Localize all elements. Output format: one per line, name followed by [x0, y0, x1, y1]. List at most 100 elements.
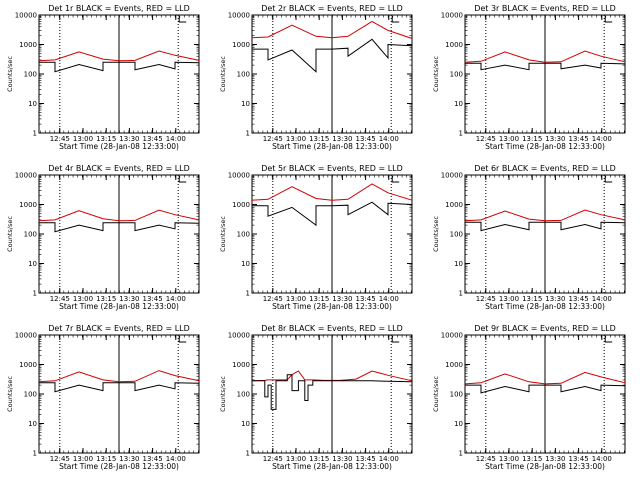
- y-tick-label: 1: [246, 450, 250, 458]
- series-lld-red: [251, 183, 413, 201]
- y-tick-label: 1: [33, 450, 37, 458]
- y-tick-label: 1000: [19, 361, 37, 369]
- corner-marker: [391, 176, 400, 183]
- x-tick-label: 13:15: [96, 135, 116, 143]
- y-tick-label: 100: [24, 391, 37, 399]
- x-tick-label: 13:30: [119, 135, 139, 143]
- x-tick-label: 12:45: [50, 295, 70, 303]
- x-tick-label: 13:45: [356, 455, 376, 463]
- x-tick-label: 13:15: [309, 295, 329, 303]
- y-axis-label: Counts/sec: [219, 56, 227, 92]
- y-tick-label: 1000: [445, 201, 463, 209]
- y-axis-label: Counts/sec: [219, 216, 227, 252]
- series-lld-red: [38, 209, 200, 222]
- y-tick-label: 10000: [441, 12, 463, 20]
- x-axis-label: Start Time (28-Jan-08 12:33:00): [272, 462, 392, 471]
- x-tick-label: 13:00: [73, 295, 93, 303]
- x-tick-label: 13:45: [569, 295, 589, 303]
- x-tick-label: 13:00: [499, 135, 519, 143]
- y-tick-label: 1: [459, 290, 463, 298]
- x-tick-label: 12:45: [476, 135, 496, 143]
- y-tick-label: 100: [237, 231, 250, 239]
- x-tick-label: 13:45: [356, 295, 376, 303]
- x-tick-label: 13:30: [332, 295, 352, 303]
- y-tick-label: 10: [454, 260, 463, 268]
- y-tick-label: 100: [450, 231, 463, 239]
- x-axis-label: Start Time (28-Jan-08 12:33:00): [485, 302, 605, 311]
- y-tick-label: 1000: [19, 41, 37, 49]
- series-lld-red: [464, 209, 626, 222]
- x-axis-label: Start Time (28-Jan-08 12:33:00): [59, 142, 179, 151]
- panel-title: Det 1r BLACK = Events, RED = LLD: [48, 4, 190, 13]
- corner-marker: [178, 336, 187, 343]
- x-tick-label: 13:15: [522, 295, 542, 303]
- x-tick-label: 12:45: [263, 295, 283, 303]
- series-events-black: [465, 384, 626, 394]
- y-tick-label: 1000: [445, 41, 463, 49]
- panel-title: Det 6r BLACK = Events, RED = LLD: [474, 164, 616, 173]
- series-events-black: [465, 62, 626, 71]
- x-tick-label: 13:45: [143, 295, 163, 303]
- panel-title: Det 5r BLACK = Events, RED = LLD: [261, 164, 403, 173]
- y-tick-label: 1000: [232, 201, 250, 209]
- panel-det-5: Det 5r BLACK = Events, RED = LLD Counts/s…: [219, 164, 413, 311]
- x-tick-label: 14:00: [166, 455, 186, 463]
- x-axis-label: Start Time (28-Jan-08 12:33:00): [485, 142, 605, 151]
- y-tick-label: 1000: [232, 361, 250, 369]
- corner-marker: [391, 336, 400, 343]
- x-tick-label: 13:45: [569, 455, 589, 463]
- y-tick-label: 10: [241, 100, 250, 108]
- x-tick-label: 13:30: [545, 455, 565, 463]
- x-tick-label: 13:15: [522, 135, 542, 143]
- x-tick-label: 13:30: [119, 295, 139, 303]
- x-tick-label: 13:45: [569, 135, 589, 143]
- y-tick-label: 100: [450, 391, 463, 399]
- y-tick-label: 10: [241, 420, 250, 428]
- x-tick-label: 13:15: [522, 455, 542, 463]
- panel-det-4: Det 4r BLACK = Events, RED = LLD Counts/s…: [6, 164, 200, 311]
- x-tick-label: 13:30: [119, 455, 139, 463]
- y-tick-label: 1000: [232, 41, 250, 49]
- x-axis-label: Start Time (28-Jan-08 12:33:00): [59, 462, 179, 471]
- corner-marker: [604, 176, 613, 183]
- y-tick-label: 10000: [15, 332, 37, 340]
- y-tick-label: 10000: [15, 12, 37, 20]
- x-tick-label: 13:00: [286, 295, 306, 303]
- panel-det-6: Det 6r BLACK = Events, RED = LLD Counts/s…: [432, 164, 626, 311]
- x-tick-label: 13:00: [286, 135, 306, 143]
- series-events-black: [252, 38, 413, 73]
- x-tick-label: 13:00: [286, 455, 306, 463]
- x-tick-label: 13:00: [73, 135, 93, 143]
- y-tick-label: 10000: [228, 172, 250, 180]
- x-axis-label: Start Time (28-Jan-08 12:33:00): [59, 302, 179, 311]
- panel-title: Det 8r BLACK = Events, RED = LLD: [261, 324, 403, 333]
- x-tick-label: 12:45: [476, 455, 496, 463]
- series-lld-red: [251, 370, 413, 382]
- x-tick-label: 13:30: [545, 295, 565, 303]
- y-tick-label: 10: [28, 420, 37, 428]
- series-lld-red: [251, 20, 413, 39]
- y-axis-label: Counts/sec: [432, 216, 440, 252]
- x-axis-label: Start Time (28-Jan-08 12:33:00): [485, 462, 605, 471]
- y-tick-label: 1: [246, 130, 250, 138]
- x-tick-label: 12:45: [476, 295, 496, 303]
- corner-marker: [604, 336, 613, 343]
- y-tick-label: 10000: [441, 172, 463, 180]
- x-tick-label: 14:00: [379, 455, 399, 463]
- y-tick-label: 1: [246, 290, 250, 298]
- x-tick-label: 14:00: [379, 295, 399, 303]
- series-lld-red: [464, 371, 626, 385]
- y-tick-label: 100: [24, 71, 37, 79]
- y-tick-label: 100: [24, 231, 37, 239]
- y-axis-label: Counts/sec: [432, 376, 440, 412]
- series-lld-red: [38, 50, 200, 62]
- x-tick-label: 14:00: [592, 455, 612, 463]
- series-lld-red: [38, 370, 200, 383]
- x-tick-label: 13:15: [309, 135, 329, 143]
- x-tick-label: 13:45: [356, 135, 376, 143]
- y-tick-label: 1: [459, 130, 463, 138]
- y-tick-label: 10: [28, 260, 37, 268]
- y-tick-label: 10000: [228, 12, 250, 20]
- panel-det-2: Det 2r BLACK = Events, RED = LLD Counts/s…: [219, 4, 413, 151]
